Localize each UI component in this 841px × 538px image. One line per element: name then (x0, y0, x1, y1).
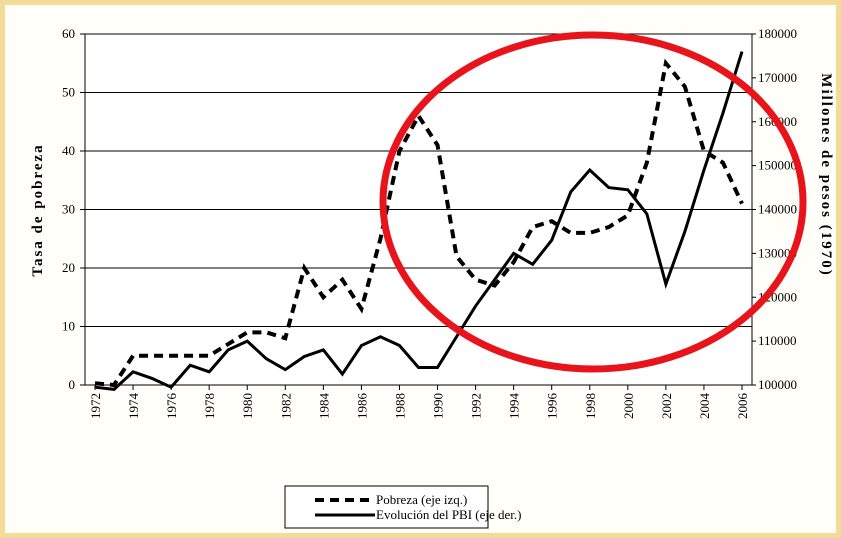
y2-tick-label: 170000 (758, 70, 797, 85)
x-tick-label: 1974 (126, 393, 141, 420)
x-tick-label: 2004 (697, 393, 712, 420)
series-line (94, 51, 744, 391)
x-tick-label: 2006 (735, 393, 750, 420)
x-tick-label: 1972 (88, 393, 103, 419)
y-axis-title: Tasa de pobreza (30, 143, 46, 276)
x-tick-label: 1978 (202, 393, 217, 419)
x-tick-label: 1990 (431, 393, 446, 419)
x-tick-label: 1982 (278, 393, 293, 419)
x-tick-label: 1986 (354, 393, 369, 420)
y2-tick-label: 110000 (758, 333, 797, 348)
x-tick-label: 1998 (583, 393, 598, 419)
y2-tick-label: 130000 (758, 245, 797, 260)
y2-axis-title: Millones de pesos (1970) (818, 73, 834, 276)
series-line (94, 58, 744, 388)
x-tick-label: 1994 (507, 393, 522, 420)
y2-tick-label: 150000 (758, 158, 797, 173)
y-tick-label: 50 (62, 85, 75, 100)
y-tick-label: 0 (69, 377, 76, 392)
y-tick-label: 40 (62, 143, 75, 158)
x-tick-label: 1980 (240, 393, 255, 419)
x-tick-label: 2002 (659, 393, 674, 419)
x-tick-label: 1984 (316, 393, 331, 420)
y-tick-label: 10 (62, 319, 75, 334)
y-tick-label: 20 (62, 260, 75, 275)
y2-tick-label: 140000 (758, 202, 797, 217)
legend (284, 485, 489, 529)
highlight-circle (379, 31, 807, 373)
x-tick-label: 1996 (545, 393, 560, 420)
y-tick-label: 60 (62, 26, 75, 41)
x-tick-label: 2000 (621, 393, 636, 419)
y2-tick-label: 100000 (758, 377, 797, 392)
x-tick-label: 1992 (469, 393, 484, 419)
legend-label: Evolución del PBI (eje der.) (376, 507, 522, 522)
legend-label: Pobreza (eje izq.) (376, 492, 467, 507)
y2-tick-label: 180000 (758, 26, 797, 41)
x-tick-label: 1976 (164, 393, 179, 420)
x-tick-label: 1988 (392, 393, 407, 419)
y-tick-label: 30 (62, 202, 75, 217)
